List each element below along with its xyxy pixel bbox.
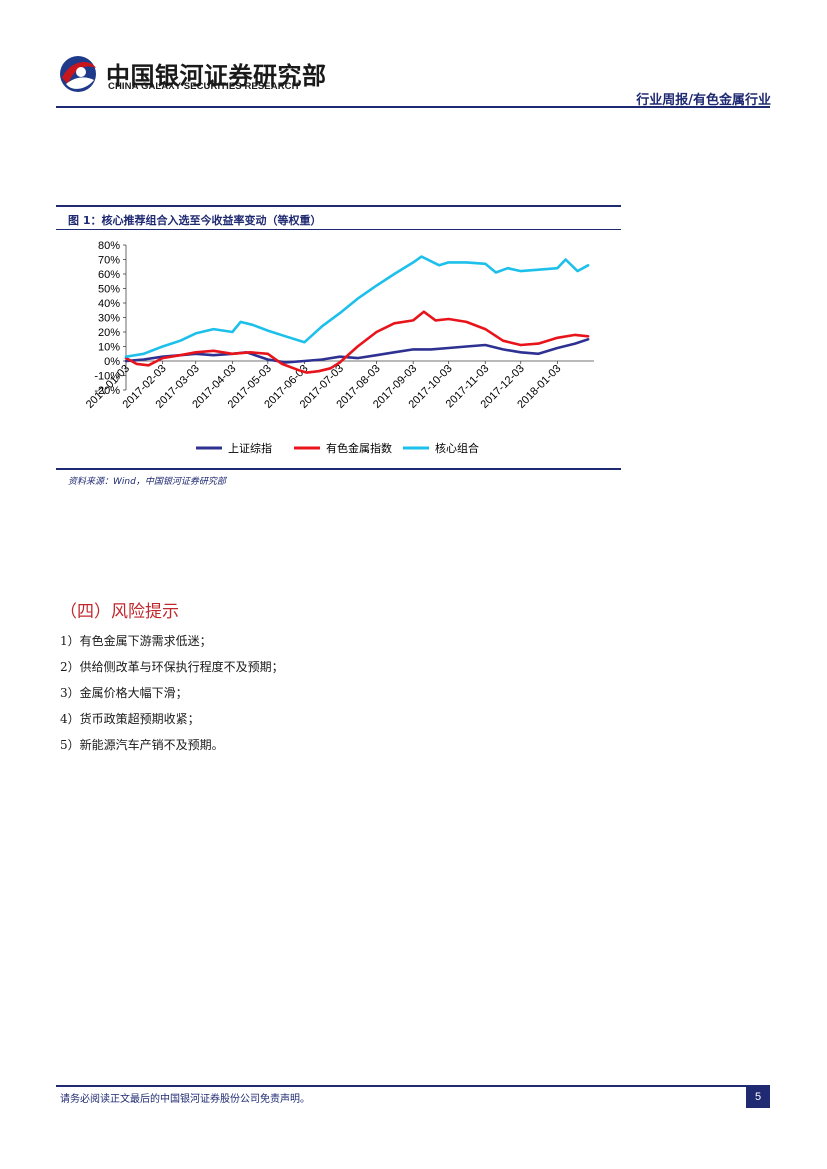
- legend-label: 核心组合: [435, 441, 479, 455]
- figure-bottom-rule: [56, 468, 621, 470]
- risk-item: 5）新能源汽车产销不及预期。: [60, 738, 224, 752]
- galaxy-logo-icon: [60, 56, 96, 92]
- figure-caption-rule: [56, 229, 621, 230]
- risk-item: 4）货币政策超预期收紧；: [60, 712, 200, 726]
- header-divider: [56, 106, 770, 108]
- y-tick-label: 20%: [98, 327, 120, 339]
- series-line-1: [124, 338, 590, 364]
- series-line-3: [124, 255, 590, 358]
- y-axis: 80% 70% 60% 50% 40% 30% 20% 10% 0% -10% -20%: [94, 240, 127, 397]
- logo-chinese-name: 中国银河证券研究部: [106, 62, 327, 90]
- risk-list: 1）有色金属下游需求低迷； 2）供给侧改革与环保执行程度不及预期； 3）金属价格…: [60, 634, 284, 764]
- y-tick-label: 0%: [104, 356, 120, 368]
- y-tick-label: -20%: [94, 385, 120, 397]
- y-tick-label: 80%: [98, 240, 120, 252]
- series-line-2: [124, 310, 590, 374]
- y-tick-label: -10%: [94, 371, 120, 383]
- risk-item: 2）供给侧改革与环保执行程度不及预期；: [60, 660, 284, 674]
- y-tick-label: 40%: [98, 298, 120, 310]
- figure-source: 资料来源：Wind，中国银河证券研究部: [68, 477, 226, 487]
- logo-english-name: CHINA GALAXY SECURITIES RESEARCH: [108, 81, 299, 92]
- risk-item: 1）有色金属下游需求低迷；: [60, 634, 212, 648]
- report-section-title: 行业周报/有色金属行业: [636, 93, 771, 108]
- y-tick-label: 70%: [98, 255, 120, 267]
- y-tick-label: 30%: [98, 313, 120, 325]
- x-axis: 2017-01-032017-02-032017-03-032017-04-03…: [84, 360, 594, 411]
- legend-label: 上证综指: [228, 441, 272, 455]
- risk-item: 3）金属价格大幅下滑；: [60, 686, 188, 700]
- footer-disclaimer: 请务必阅读正文最后的中国银河证券股份公司免责声明。: [60, 1094, 310, 1105]
- series-layer: [124, 255, 590, 374]
- risk-section-heading: （四）风险提示: [60, 602, 179, 622]
- footer-divider: [56, 1085, 770, 1087]
- chart-legend: 上证综指 有色金属指数 核心组合: [196, 441, 479, 455]
- figure-top-rule: [56, 205, 621, 207]
- figure-caption: 图 1：核心推荐组合入选至今收益率变动（等权重）: [68, 214, 322, 227]
- return-line-chart: 80% 70% 60% 50% 40% 30% 20% 10% 0% -10% -20% 2017-…: [84, 240, 594, 455]
- y-tick-label: 60%: [98, 269, 120, 281]
- page-number: 5: [746, 1086, 770, 1108]
- y-tick-label: 50%: [98, 284, 120, 296]
- legend-label: 有色金属指数: [326, 441, 392, 455]
- y-tick-label: 10%: [98, 342, 120, 354]
